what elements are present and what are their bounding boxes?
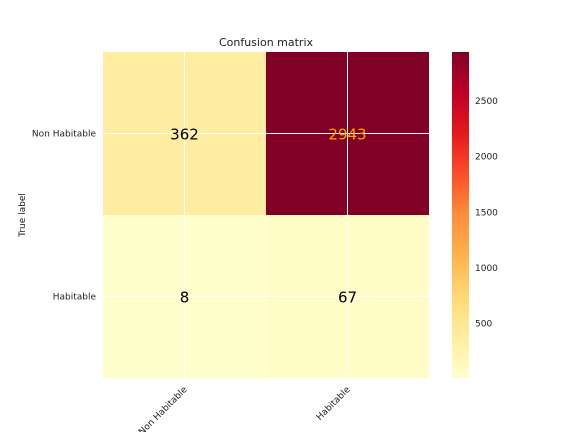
colorbar-tick-label: 1000	[475, 264, 498, 274]
cell-value-label: 67	[338, 289, 357, 307]
colorbar-tick-label: 1500	[475, 208, 498, 218]
y-tick-label: Non Habitable	[32, 130, 97, 140]
cell-value-label: 362	[170, 126, 199, 144]
heatmap-cells	[103, 52, 429, 378]
y-tick-labels: Non Habitable Habitable	[32, 130, 97, 303]
y-tick-label: Habitable	[53, 293, 97, 303]
colorbar-tick-label: 500	[475, 319, 492, 329]
colorbar-tick-label: 2000	[475, 153, 498, 163]
colorbar-ticks: 500 1000 1500 2000 2500	[475, 97, 498, 329]
x-tick-labels: Non Habitable Habitable	[137, 385, 353, 432]
colorbar-tick-label: 2500	[475, 97, 498, 107]
chart-title: Confusion matrix	[219, 36, 314, 49]
cell-value-label: 2943	[328, 126, 366, 144]
cell-values: 362 2943 8 67	[170, 126, 366, 307]
grid-lines	[103, 52, 429, 378]
y-axis-label: True label	[18, 193, 28, 238]
x-tick-label: Habitable	[315, 385, 353, 423]
colorbar	[452, 52, 469, 378]
cell-value-label: 8	[180, 289, 190, 307]
x-tick-label: Non Habitable	[137, 385, 190, 432]
